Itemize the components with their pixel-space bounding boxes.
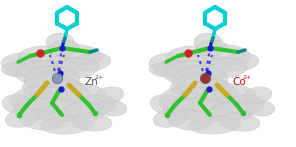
Ellipse shape: [97, 100, 127, 116]
Ellipse shape: [189, 116, 241, 134]
Ellipse shape: [66, 84, 108, 106]
Text: 2+: 2+: [94, 75, 104, 80]
Ellipse shape: [149, 53, 187, 71]
Ellipse shape: [18, 46, 70, 70]
Ellipse shape: [179, 75, 231, 101]
Text: Zn: Zn: [84, 77, 98, 87]
Ellipse shape: [210, 102, 254, 122]
Ellipse shape: [78, 95, 116, 115]
Text: Co: Co: [232, 77, 246, 87]
Ellipse shape: [62, 102, 106, 122]
Ellipse shape: [61, 45, 103, 65]
Ellipse shape: [203, 58, 247, 78]
Ellipse shape: [194, 33, 222, 51]
Ellipse shape: [153, 109, 187, 127]
Ellipse shape: [72, 113, 112, 131]
Ellipse shape: [25, 52, 83, 78]
Ellipse shape: [164, 61, 212, 83]
Ellipse shape: [2, 95, 38, 115]
Ellipse shape: [158, 86, 197, 110]
Ellipse shape: [27, 98, 81, 122]
Ellipse shape: [1, 53, 39, 71]
Ellipse shape: [245, 100, 275, 116]
Ellipse shape: [150, 95, 186, 115]
Ellipse shape: [10, 86, 49, 110]
Ellipse shape: [197, 40, 227, 56]
Ellipse shape: [6, 60, 42, 76]
Ellipse shape: [55, 58, 99, 78]
Ellipse shape: [226, 95, 264, 115]
Ellipse shape: [19, 110, 65, 130]
Text: 2+: 2+: [242, 75, 252, 80]
Ellipse shape: [220, 113, 260, 131]
Ellipse shape: [5, 109, 39, 127]
Ellipse shape: [46, 33, 74, 51]
Ellipse shape: [244, 87, 272, 103]
Ellipse shape: [149, 63, 181, 77]
Ellipse shape: [73, 53, 111, 71]
Ellipse shape: [170, 74, 214, 96]
Ellipse shape: [24, 66, 80, 94]
Ellipse shape: [16, 61, 64, 83]
Ellipse shape: [96, 87, 124, 103]
Ellipse shape: [166, 46, 218, 70]
Ellipse shape: [214, 84, 256, 106]
Ellipse shape: [28, 87, 86, 113]
Ellipse shape: [221, 53, 259, 71]
Ellipse shape: [175, 98, 229, 122]
Ellipse shape: [209, 45, 251, 65]
Ellipse shape: [43, 80, 91, 104]
Ellipse shape: [173, 52, 231, 78]
Ellipse shape: [191, 80, 239, 104]
Ellipse shape: [15, 97, 59, 119]
Ellipse shape: [1, 63, 33, 77]
Ellipse shape: [163, 97, 207, 119]
Ellipse shape: [172, 66, 228, 94]
Ellipse shape: [22, 74, 66, 96]
Ellipse shape: [31, 75, 83, 101]
Ellipse shape: [49, 40, 79, 56]
Ellipse shape: [154, 60, 190, 76]
Ellipse shape: [167, 110, 213, 130]
Ellipse shape: [41, 116, 93, 134]
Ellipse shape: [176, 87, 234, 113]
